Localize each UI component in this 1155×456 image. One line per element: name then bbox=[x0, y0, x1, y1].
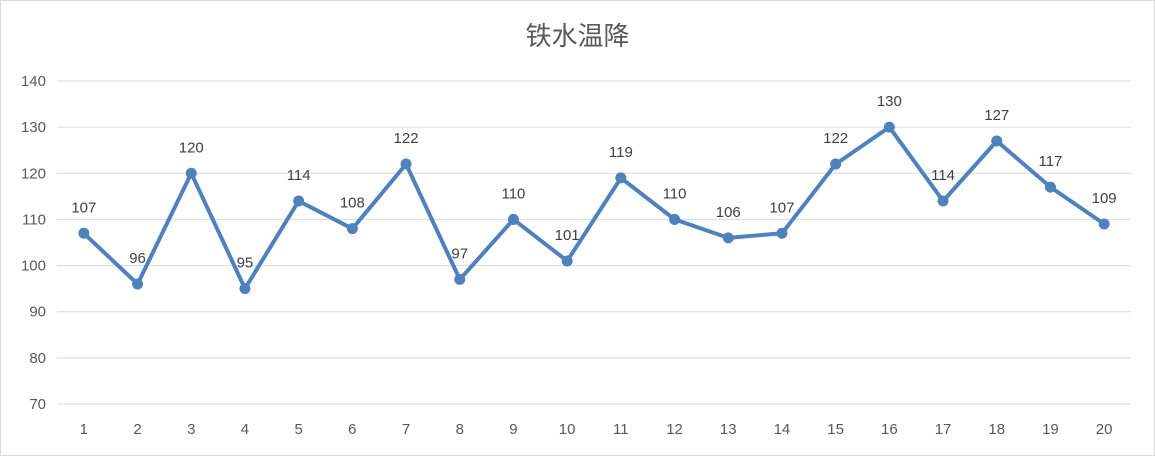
data-labels: 107 96 120 95 114 108 122 97 110 101 119 110 106 107 1… bbox=[71, 93, 1117, 272]
x-tick-label-10: 10 bbox=[559, 421, 576, 438]
data-label-6: 108 bbox=[340, 195, 365, 212]
y-tick-label-120: 120 bbox=[21, 165, 46, 182]
x-axis-tick-labels: 1 2 3 4 5 6 7 8 9 10 11 12 13 14 15 16 17 18 19 20 bbox=[80, 421, 1113, 438]
x-tick-label-3: 3 bbox=[187, 421, 195, 438]
x-tick-label-17: 17 bbox=[935, 421, 952, 438]
data-point-6 bbox=[346, 223, 358, 235]
data-point-16 bbox=[883, 121, 895, 133]
data-label-2: 96 bbox=[129, 250, 146, 267]
data-label-3: 120 bbox=[179, 139, 204, 156]
x-tick-label-16: 16 bbox=[881, 421, 898, 438]
data-point-10 bbox=[561, 255, 573, 267]
data-point-11 bbox=[615, 172, 627, 184]
data-point-14 bbox=[776, 227, 788, 239]
data-label-8: 97 bbox=[451, 245, 468, 262]
x-tick-label-14: 14 bbox=[774, 421, 791, 438]
x-tick-label-4: 4 bbox=[241, 421, 249, 438]
x-tick-label-7: 7 bbox=[402, 421, 410, 438]
x-tick-label-13: 13 bbox=[720, 421, 737, 438]
x-tick-label-11: 11 bbox=[613, 421, 629, 438]
data-label-4: 95 bbox=[237, 255, 254, 272]
data-point-18 bbox=[991, 135, 1003, 147]
y-axis-tick-labels: 70 80 90 100 110 120 130 140 bbox=[21, 73, 46, 413]
data-label-17: 114 bbox=[931, 167, 955, 184]
data-label-20: 109 bbox=[1092, 190, 1117, 207]
data-point-1 bbox=[78, 227, 90, 239]
data-label-18: 127 bbox=[984, 107, 1009, 124]
data-point-3 bbox=[185, 167, 197, 179]
data-point-12 bbox=[669, 213, 681, 225]
x-tick-label-9: 9 bbox=[509, 421, 517, 438]
x-tick-label-1: 1 bbox=[80, 421, 88, 438]
y-tick-label-100: 100 bbox=[21, 258, 46, 275]
series-line bbox=[81, 125, 1107, 291]
y-tick-label-90: 90 bbox=[29, 304, 46, 321]
y-tick-label-110: 110 bbox=[22, 211, 46, 228]
data-label-16: 130 bbox=[877, 93, 902, 110]
x-tick-label-15: 15 bbox=[827, 421, 844, 438]
x-tick-label-19: 19 bbox=[1042, 421, 1059, 438]
x-tick-label-12: 12 bbox=[666, 421, 683, 438]
chart-title: 铁水温降 bbox=[525, 22, 630, 52]
gridlines bbox=[57, 80, 1131, 405]
series-line-layer bbox=[81, 125, 1107, 291]
data-label-1: 107 bbox=[71, 199, 96, 216]
data-point-19 bbox=[1044, 181, 1056, 193]
data-point-4 bbox=[239, 283, 251, 295]
x-tick-label-2: 2 bbox=[133, 421, 141, 438]
data-point-13 bbox=[722, 232, 734, 244]
data-point-5 bbox=[293, 195, 305, 207]
data-label-11: 119 bbox=[609, 144, 633, 161]
data-label-15: 122 bbox=[823, 130, 848, 147]
data-label-5: 114 bbox=[287, 167, 311, 184]
data-point-2 bbox=[132, 278, 144, 290]
y-tick-label-80: 80 bbox=[29, 350, 46, 367]
data-point-8 bbox=[454, 273, 466, 285]
data-label-13: 106 bbox=[716, 204, 741, 221]
x-tick-label-18: 18 bbox=[988, 421, 1005, 438]
data-label-12: 110 bbox=[663, 185, 687, 202]
data-point-9 bbox=[507, 213, 519, 225]
data-label-19: 117 bbox=[1038, 153, 1062, 170]
y-tick-label-130: 130 bbox=[21, 119, 46, 136]
data-label-10: 101 bbox=[555, 227, 580, 244]
data-label-14: 107 bbox=[769, 199, 794, 216]
data-point-7 bbox=[400, 158, 412, 170]
y-tick-label-70: 70 bbox=[29, 396, 46, 413]
data-point-15 bbox=[830, 158, 842, 170]
x-tick-label-5: 5 bbox=[294, 421, 302, 438]
data-point-20 bbox=[1098, 218, 1110, 230]
y-tick-label-140: 140 bbox=[21, 73, 46, 90]
data-point-17 bbox=[937, 195, 949, 207]
x-tick-label-6: 6 bbox=[348, 421, 356, 438]
data-points bbox=[78, 121, 1110, 295]
x-tick-label-20: 20 bbox=[1096, 421, 1113, 438]
data-label-9: 110 bbox=[501, 185, 525, 202]
data-label-7: 122 bbox=[394, 130, 419, 147]
x-tick-label-8: 8 bbox=[456, 421, 464, 438]
